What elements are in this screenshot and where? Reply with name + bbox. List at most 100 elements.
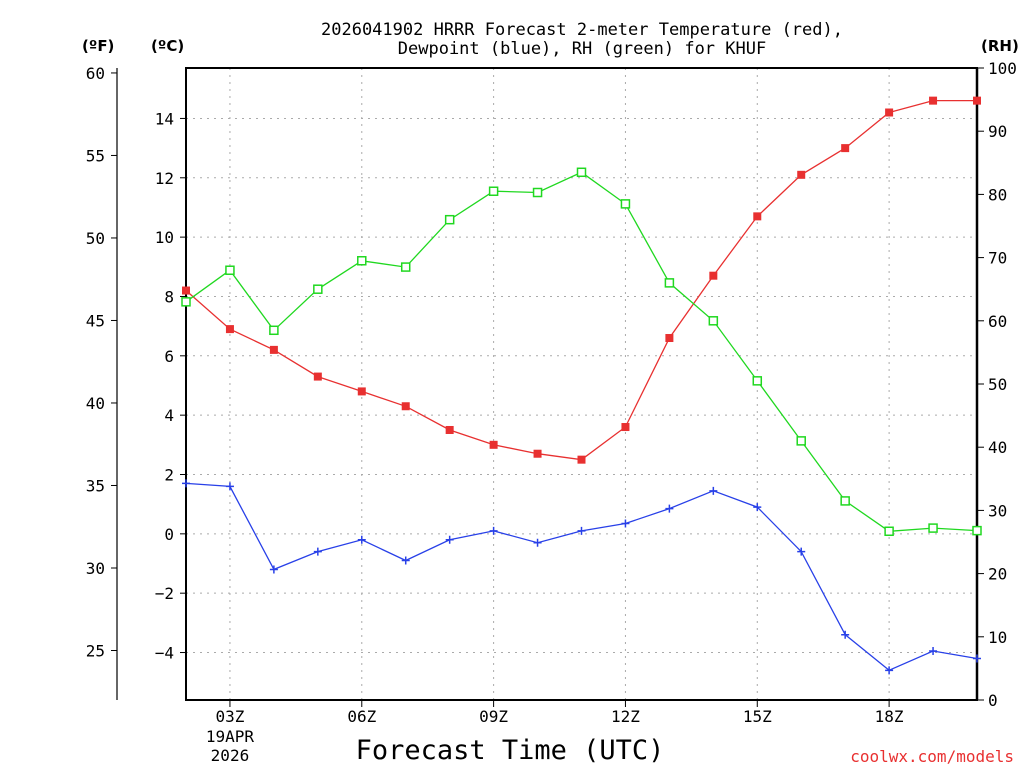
rh-point xyxy=(972,525,982,536)
temperature-point xyxy=(841,144,850,153)
dewpoint-point xyxy=(841,630,850,639)
fahrenheit-tick-label: 25 xyxy=(86,641,105,660)
rh-point xyxy=(400,262,411,272)
celsius-tick-label: 8 xyxy=(164,287,174,306)
fahrenheit-tick-label: 30 xyxy=(86,559,105,578)
celsius-tick-label: 0 xyxy=(164,525,174,544)
x-axis-label: Forecast Time (UTC) xyxy=(356,735,665,766)
dewpoint-point xyxy=(401,556,410,565)
chart-title: 2026041902 HRRR Forecast 2-meter Tempera… xyxy=(321,20,843,40)
x-tick-label: 12Z xyxy=(611,707,640,726)
dewpoint-point xyxy=(797,547,806,556)
temperature-point xyxy=(489,440,498,449)
rh-tick-label: 70 xyxy=(988,249,1007,268)
temperature-point xyxy=(445,425,454,434)
celsius-tick-label: 12 xyxy=(155,169,174,188)
rh-tick-label: 100 xyxy=(988,59,1017,78)
rh-tick-label: 0 xyxy=(988,691,998,710)
celsius-tick-label: 2 xyxy=(164,465,174,484)
rh-point xyxy=(181,297,191,307)
chart-subtitle: Dewpoint (blue), RH (green) for KHUF xyxy=(398,39,766,59)
temperature-point xyxy=(753,212,762,221)
temperature-point xyxy=(709,271,718,280)
temperature-point xyxy=(797,170,806,179)
dewpoint-point xyxy=(577,526,586,535)
temperature-line xyxy=(185,99,977,461)
celsius-tick-label: 4 xyxy=(164,406,174,425)
temperature-point xyxy=(621,423,630,432)
dewpoint-point xyxy=(489,526,498,535)
fahrenheit-unit-label: (ºF) xyxy=(82,37,114,55)
rh-point xyxy=(357,256,367,266)
celsius-tick-label: −4 xyxy=(155,644,174,663)
x-tick-label: 18Z xyxy=(875,707,904,726)
celsius-unit-label: (ºC) xyxy=(151,37,184,55)
dewpoint-point xyxy=(973,654,981,663)
dewpoint-point xyxy=(621,519,630,528)
celsius-tick-label: 14 xyxy=(155,109,174,128)
rh-point xyxy=(752,376,763,386)
dewpoint-point xyxy=(885,666,894,675)
temperature-point xyxy=(401,402,410,411)
temperature-point xyxy=(269,345,278,354)
rh-tick-label: 20 xyxy=(988,565,1007,584)
fahrenheit-tick-label: 55 xyxy=(86,146,105,165)
fahrenheit-tick-label: 40 xyxy=(86,394,105,413)
temperature-point xyxy=(225,325,234,334)
fahrenheit-tick-label: 50 xyxy=(86,229,105,248)
dewpoint-point xyxy=(182,479,190,488)
rh-point xyxy=(444,214,455,225)
rh-unit-label: (RH) xyxy=(981,37,1019,55)
rh-line xyxy=(185,171,978,532)
rh-point xyxy=(840,496,850,506)
dewpoint-point xyxy=(445,535,454,544)
temperature-point xyxy=(885,108,894,117)
dewpoint-point xyxy=(753,503,762,512)
x-tick-label: 06Z xyxy=(347,707,376,726)
rh-tick-label: 40 xyxy=(988,438,1007,457)
rh-point xyxy=(664,278,675,288)
temperature-point xyxy=(973,96,981,105)
rh-point xyxy=(488,186,499,196)
temperature-point xyxy=(357,387,366,396)
temperature-point xyxy=(929,96,938,105)
temperature-point xyxy=(182,286,190,295)
rh-point xyxy=(928,523,938,533)
dewpoint-point xyxy=(269,565,278,574)
temperature-point xyxy=(313,372,322,381)
fahrenheit-tick-label: 60 xyxy=(86,64,105,83)
rh-point xyxy=(269,325,279,336)
fahrenheit-tick-label: 45 xyxy=(86,311,105,330)
dewpoint-point xyxy=(665,504,674,513)
rh-point xyxy=(532,187,543,198)
dewpoint-point xyxy=(929,647,938,656)
dewpoint-point xyxy=(533,538,542,547)
rh-point xyxy=(576,167,587,178)
series-layer xyxy=(181,96,982,675)
rh-tick-label: 80 xyxy=(988,185,1007,204)
rh-point xyxy=(620,199,631,209)
celsius-tick-label: 6 xyxy=(164,347,174,366)
rh-tick-label: 30 xyxy=(988,501,1007,520)
plot-frame xyxy=(185,67,978,701)
grid-layer xyxy=(186,68,977,700)
x-tick-label: 15Z xyxy=(743,707,772,726)
temperature-point xyxy=(577,455,586,464)
rh-tick-label: 10 xyxy=(988,628,1007,647)
rh-point xyxy=(796,436,806,446)
celsius-tick-label: 10 xyxy=(155,228,174,247)
dewpoint-point xyxy=(313,547,322,556)
x-tick-label: 03Z xyxy=(215,707,244,726)
temperature-point xyxy=(533,449,542,458)
celsius-tick-label: −2 xyxy=(155,584,174,603)
rh-point xyxy=(313,284,323,294)
dewpoint-point xyxy=(357,535,366,544)
dewpoint-point xyxy=(709,486,718,495)
x-tick-label: 09Z xyxy=(479,707,508,726)
fahrenheit-tick-label: 35 xyxy=(86,476,105,495)
dewpoint-line xyxy=(185,482,978,672)
rh-point xyxy=(225,265,235,275)
temperature-point xyxy=(665,334,674,343)
